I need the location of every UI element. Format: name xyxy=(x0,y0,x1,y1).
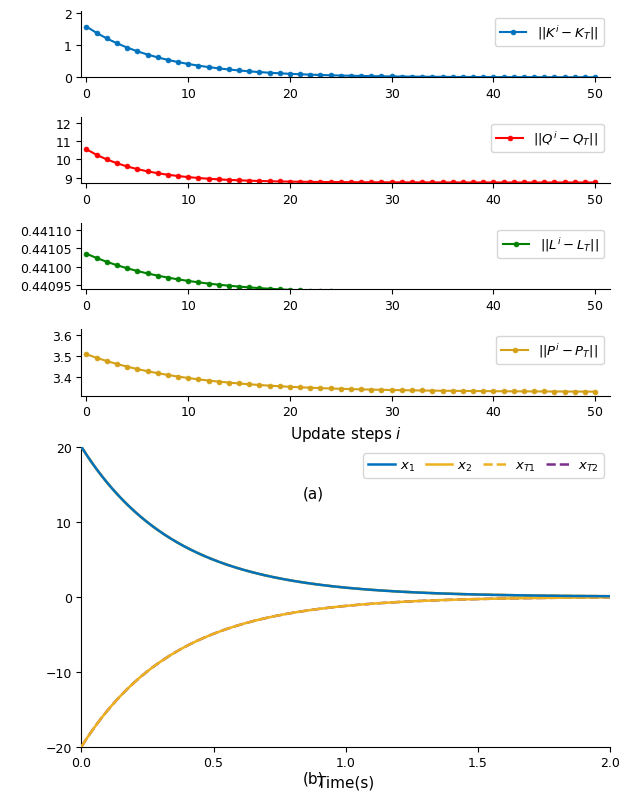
$x_2$ xyxy=(490,590,498,600)
$x_{T1}$ xyxy=(310,580,318,589)
$x_2$ xyxy=(78,442,85,452)
Line: $x_{T1}$: $x_{T1}$ xyxy=(81,447,610,597)
X-axis label: Update steps $i$: Update steps $i$ xyxy=(290,424,402,443)
$x_{T2}$ xyxy=(500,594,507,604)
Legend: $||Q^i - Q_T||$: $||Q^i - Q_T||$ xyxy=(491,124,603,153)
$x_1$ xyxy=(131,507,139,517)
$x_{T2}$ xyxy=(441,595,448,605)
$x_1$ xyxy=(78,442,85,452)
Text: (b): (b) xyxy=(302,770,324,785)
$x_{T2}$ xyxy=(131,677,139,687)
$x_2$ xyxy=(292,577,299,586)
Line: $x_2$: $x_2$ xyxy=(81,447,610,597)
$x_{T2}$ xyxy=(292,608,299,618)
Text: (a): (a) xyxy=(302,486,324,501)
$x_{T1}$ xyxy=(500,590,507,600)
$x_2$ xyxy=(500,590,507,600)
$x_{T1}$ xyxy=(78,442,85,452)
X-axis label: Time(s): Time(s) xyxy=(317,775,374,790)
Legend: $||K^i - K_T||$: $||K^i - K_T||$ xyxy=(495,18,603,47)
$x_2$ xyxy=(310,580,318,589)
$x_1$ xyxy=(490,590,498,600)
$x_1$ xyxy=(441,589,448,599)
$x_{T2}$ xyxy=(607,593,614,602)
Legend: $||P^i - P_T||$: $||P^i - P_T||$ xyxy=(496,336,603,365)
$x_{T2}$ xyxy=(490,594,498,604)
Legend: $x_1$, $x_2$, $x_{T1}$, $x_{T2}$: $x_1$, $x_2$, $x_{T1}$, $x_{T2}$ xyxy=(363,454,603,479)
$x_2$ xyxy=(441,589,448,599)
$x_{T1}$ xyxy=(131,507,139,517)
$x_1$ xyxy=(607,592,614,601)
$x_1$ xyxy=(500,590,507,600)
$x_{T1}$ xyxy=(441,589,448,599)
$x_2$ xyxy=(607,592,614,601)
$x_{T1}$ xyxy=(292,577,299,586)
$x_{T1}$ xyxy=(490,590,498,600)
Line: $x_{T2}$: $x_{T2}$ xyxy=(81,597,610,747)
$x_1$ xyxy=(310,580,318,589)
$x_2$ xyxy=(131,507,139,517)
$x_{T2}$ xyxy=(310,605,318,614)
$x_1$ xyxy=(292,577,299,586)
$x_{T2}$ xyxy=(78,742,85,752)
Legend: $||L^i - L_T||$: $||L^i - L_T||$ xyxy=(497,230,603,259)
Line: $x_1$: $x_1$ xyxy=(81,447,610,597)
$x_{T1}$ xyxy=(607,592,614,601)
